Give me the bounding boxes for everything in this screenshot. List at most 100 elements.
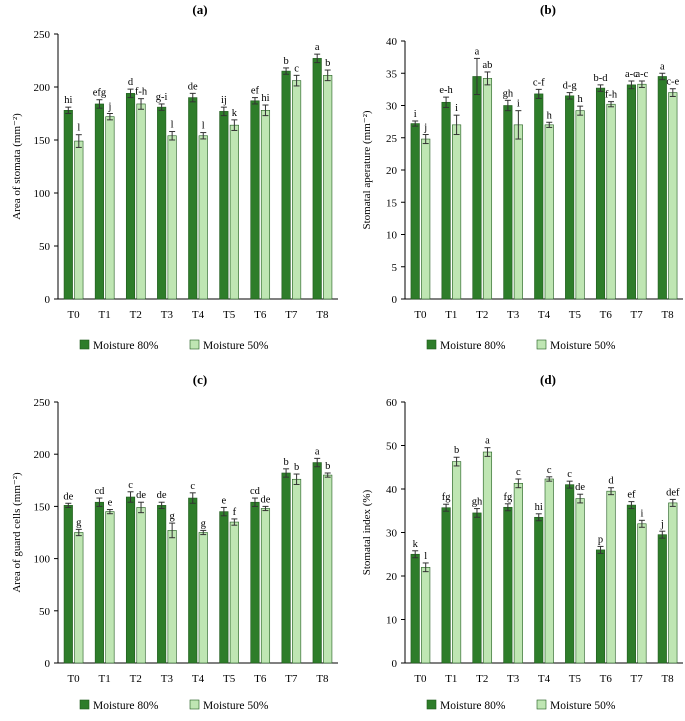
bar: [595, 87, 606, 300]
significance-label: d: [608, 476, 614, 487]
legend: Moisture 80% Moisture 50%: [79, 339, 269, 352]
x-tick-label: T5: [569, 309, 582, 321]
x-tick-label: T7: [285, 673, 298, 685]
y-tick-label: 0: [392, 294, 398, 306]
x-tick-label: T8: [661, 309, 674, 321]
bar: [167, 530, 177, 664]
bar: [219, 111, 229, 300]
x-tick-label: T6: [600, 309, 613, 321]
x-tick-label: T4: [192, 673, 205, 685]
bar: [260, 110, 271, 300]
y-tick-label: 100: [34, 188, 51, 200]
x-tick-label: T8: [316, 673, 329, 685]
bar: [595, 549, 606, 664]
bar: [626, 504, 636, 664]
significance-label: d-g: [563, 81, 578, 92]
bar: [74, 532, 84, 664]
significance-label: i: [455, 103, 458, 114]
significance-label: c-e: [666, 77, 679, 88]
bar: [250, 501, 260, 664]
significance-label: a-c: [625, 69, 638, 80]
significance-label: l: [77, 123, 80, 134]
x-tick-label: T2: [476, 673, 488, 685]
bar: [63, 505, 73, 664]
legend-label: Moisture 80%: [440, 700, 506, 712]
bar: [105, 511, 115, 664]
legend-swatch: [189, 339, 200, 350]
bar: [250, 100, 260, 300]
bar: [657, 534, 667, 664]
y-tick-label: 0: [392, 658, 398, 670]
significance-label: l: [171, 120, 174, 131]
bar: [452, 461, 462, 664]
bar: [441, 101, 451, 300]
bar: [503, 506, 513, 664]
significance-label: a: [660, 61, 665, 72]
x-tick-label: T5: [569, 673, 582, 685]
x-tick-label: T1: [445, 309, 457, 321]
bar: [94, 501, 104, 664]
bar: [105, 116, 115, 300]
significance-label: f: [233, 507, 237, 518]
x-tick-label: T5: [223, 309, 236, 321]
bar: [167, 135, 177, 300]
significance-label: hi: [261, 93, 269, 104]
significance-label: a: [315, 446, 320, 457]
x-tick-label: T3: [161, 673, 174, 685]
significance-label: b: [325, 461, 330, 472]
panel-title: (c): [193, 372, 207, 387]
x-tick-label: T0: [414, 309, 427, 321]
bar: [188, 497, 198, 664]
significance-label: hi: [64, 95, 72, 106]
bar: [575, 110, 585, 300]
bar: [503, 105, 513, 300]
bar: [198, 135, 208, 300]
y-tick-label: 50: [39, 241, 51, 253]
bar: [441, 507, 451, 664]
significance-label: c: [516, 467, 521, 478]
y-axis-label: Stomatal aperature (mm⁻²): [361, 110, 373, 229]
significance-label: i: [517, 99, 520, 110]
bar: [626, 84, 636, 300]
legend-swatch: [79, 339, 90, 350]
y-tick-label: 150: [34, 135, 51, 147]
y-tick-label: 50: [386, 441, 398, 453]
bar: [136, 507, 146, 664]
legend-label: Moisture 50%: [203, 340, 269, 352]
y-tick-label: 20: [386, 571, 398, 583]
y-tick-label: 20: [386, 165, 398, 177]
y-tick-label: 30: [386, 528, 398, 540]
significance-label: de: [261, 494, 271, 505]
significance-label: f-h: [605, 90, 618, 101]
bar: [157, 106, 167, 300]
bar: [472, 512, 482, 664]
x-tick-label: T2: [130, 309, 142, 321]
bar: [668, 92, 678, 300]
bar: [544, 124, 554, 300]
bar: [565, 484, 575, 664]
bar: [482, 451, 493, 664]
significance-label: b: [454, 445, 459, 456]
x-tick-label: T2: [476, 309, 488, 321]
chart-panel-4: (d) Stomatal index (%) 0 10 20 30 40 50 60 T0 kl T1…: [361, 372, 683, 712]
significance-label: b: [325, 58, 330, 69]
x-tick-label: T5: [223, 673, 236, 685]
bar: [606, 490, 616, 664]
bar: [421, 566, 431, 664]
bar: [482, 78, 493, 300]
x-tick-label: T7: [631, 673, 644, 685]
x-tick-label: T2: [130, 673, 142, 685]
significance-label: c: [567, 469, 572, 480]
bar: [421, 138, 431, 300]
legend-label: Moisture 80%: [93, 700, 159, 712]
x-tick-label: T6: [254, 309, 267, 321]
significance-label: cd: [250, 486, 261, 497]
significance-label: c: [190, 481, 195, 492]
bar: [606, 103, 616, 300]
y-tick-label: 250: [34, 29, 51, 41]
bar: [292, 80, 302, 300]
bar: [312, 58, 322, 300]
significance-label: de: [136, 490, 146, 501]
bar: [136, 103, 146, 300]
